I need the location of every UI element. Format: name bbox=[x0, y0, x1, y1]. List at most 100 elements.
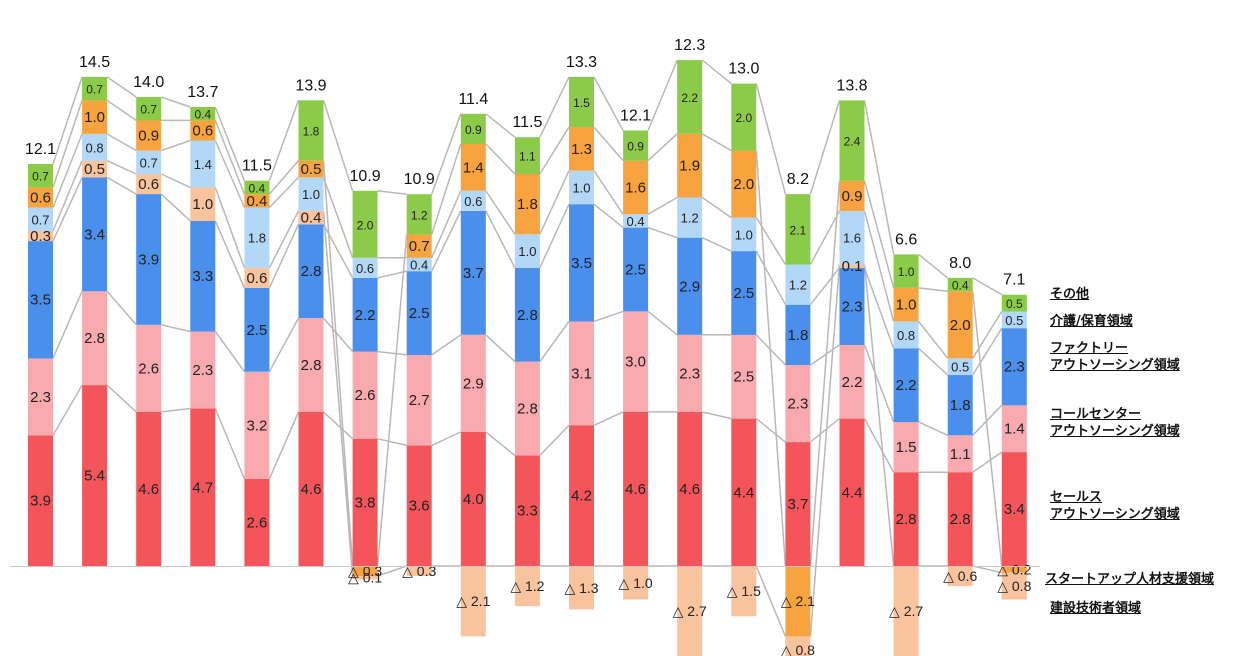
connector-other-14 bbox=[755, 83, 787, 195]
bar-construction-9 bbox=[460, 566, 486, 637]
connector-factory-5 bbox=[268, 223, 300, 289]
label-callcenter-1: 2.3 bbox=[30, 389, 51, 406]
bar-other-7 bbox=[352, 190, 378, 258]
bar-care-7 bbox=[352, 257, 378, 278]
label-other-6: 1.8 bbox=[303, 125, 320, 139]
bar-factory-7 bbox=[352, 277, 378, 352]
connector-startup-10 bbox=[539, 126, 570, 175]
label-care-3: 0.7 bbox=[140, 155, 158, 170]
label-callcenter-7: 2.6 bbox=[355, 387, 376, 404]
connector-callcenter-3 bbox=[161, 324, 191, 333]
connector-sales-5 bbox=[268, 411, 300, 480]
label-sales-4: 4.7 bbox=[192, 479, 213, 496]
connector-startup-5 bbox=[268, 160, 300, 195]
connector-startup-6 bbox=[322, 160, 354, 567]
connector-sales-6 bbox=[322, 411, 354, 440]
connector-sales-1 bbox=[52, 384, 83, 436]
total-label-9: 11.4 bbox=[458, 91, 488, 108]
label-startup-5: 0.4 bbox=[246, 193, 267, 210]
label-startup-1: 0.6 bbox=[30, 190, 51, 207]
label-other-10: 1.1 bbox=[519, 150, 536, 164]
label-care-19: 0.5 bbox=[1005, 313, 1023, 328]
bar-care-18 bbox=[947, 358, 973, 376]
bar-factory-17 bbox=[893, 348, 919, 422]
bar-sales-12 bbox=[623, 411, 649, 566]
connector-callcenter-15 bbox=[809, 344, 840, 366]
label-startup-2: 1.0 bbox=[84, 109, 105, 126]
bar-sales-4 bbox=[190, 408, 216, 566]
bar-factory-19 bbox=[1001, 328, 1027, 406]
connector-construction-7 bbox=[377, 565, 407, 577]
connector-construction-1 bbox=[52, 160, 83, 232]
label-startup-15: △ 2.1 bbox=[781, 593, 815, 609]
label-other-16: 2.4 bbox=[844, 135, 861, 149]
connector-other-17 bbox=[918, 253, 949, 279]
bar-other-2 bbox=[82, 76, 108, 101]
bar-construction-6 bbox=[298, 210, 324, 225]
label-factory-19: 2.3 bbox=[1004, 359, 1025, 376]
connector-callcenter-10 bbox=[539, 320, 570, 363]
total-label-4: 13.7 bbox=[187, 84, 218, 101]
label-care-8: 0.4 bbox=[410, 258, 428, 273]
bar-care-10 bbox=[514, 234, 540, 268]
connector-other-1 bbox=[52, 76, 83, 165]
connector-other-5 bbox=[268, 100, 300, 181]
label-startup-3: 0.9 bbox=[138, 128, 159, 145]
connector-other-4 bbox=[214, 106, 246, 181]
label-callcenter-18: 1.1 bbox=[950, 446, 971, 463]
connector-sales-7 bbox=[377, 437, 407, 447]
label-construction-18: △ 0.6 bbox=[943, 568, 977, 584]
legend-other-line-1: その他 bbox=[1050, 287, 1090, 302]
total-label-7: 10.9 bbox=[350, 168, 381, 185]
legend-other: その他 bbox=[1050, 286, 1089, 303]
connector-other-6 bbox=[322, 100, 354, 192]
bar-sales-5 bbox=[244, 478, 270, 566]
bar-other-12 bbox=[623, 130, 649, 161]
legend-callcenter-line-1: コールセンター bbox=[1050, 407, 1142, 422]
bar-callcenter-15 bbox=[785, 365, 811, 443]
label-sales-16: 4.4 bbox=[842, 484, 863, 501]
bar-startup-7 bbox=[352, 566, 378, 576]
label-construction-10: △ 1.2 bbox=[510, 578, 544, 594]
connector-callcenter-17 bbox=[918, 421, 949, 436]
bar-care-11 bbox=[569, 170, 594, 205]
bar-construction-5 bbox=[244, 267, 270, 288]
label-callcenter-15: 2.3 bbox=[787, 396, 808, 413]
connector-factory-17 bbox=[918, 347, 949, 376]
label-factory-3: 3.9 bbox=[138, 252, 159, 269]
label-startup-16: 0.9 bbox=[842, 188, 863, 205]
label-construction-14: △ 1.5 bbox=[727, 583, 761, 599]
connector-callcenter-11 bbox=[593, 310, 624, 323]
bar-sales-16 bbox=[839, 418, 865, 566]
label-construction-5: 0.6 bbox=[246, 270, 267, 287]
bar-sales-11 bbox=[569, 425, 594, 566]
bar-care-13 bbox=[677, 197, 703, 238]
total-label-15: 8.2 bbox=[787, 171, 809, 188]
bar-care-9 bbox=[460, 190, 486, 211]
label-sales-5: 2.6 bbox=[246, 515, 267, 532]
bar-care-16 bbox=[839, 210, 865, 265]
label-construction-6: 0.4 bbox=[301, 210, 322, 227]
label-sales-11: 4.2 bbox=[571, 488, 592, 505]
bar-callcenter-5 bbox=[244, 371, 270, 479]
bar-other-6 bbox=[298, 100, 324, 161]
label-factory-2: 3.4 bbox=[84, 226, 105, 243]
label-other-3: 0.7 bbox=[140, 103, 157, 117]
bar-construction-4 bbox=[190, 187, 216, 221]
connector-other-13 bbox=[701, 59, 732, 85]
connector-factory-18 bbox=[972, 327, 1003, 376]
bar-startup-17 bbox=[893, 287, 919, 322]
label-callcenter-14: 2.5 bbox=[733, 369, 754, 386]
label-factory-4: 3.3 bbox=[192, 268, 213, 285]
label-other-17: 1.0 bbox=[898, 265, 915, 279]
bar-sales-3 bbox=[136, 411, 162, 566]
bar-other-9 bbox=[460, 113, 486, 144]
label-construction-8: △ 0.3 bbox=[402, 563, 436, 579]
label-sales-14: 4.4 bbox=[733, 484, 754, 501]
connector-construction-15 bbox=[809, 264, 841, 637]
label-care-13: 1.2 bbox=[681, 211, 699, 226]
connector-care-13 bbox=[701, 196, 732, 219]
bar-construction-19 bbox=[1001, 572, 1027, 600]
label-care-1: 0.7 bbox=[31, 212, 49, 227]
